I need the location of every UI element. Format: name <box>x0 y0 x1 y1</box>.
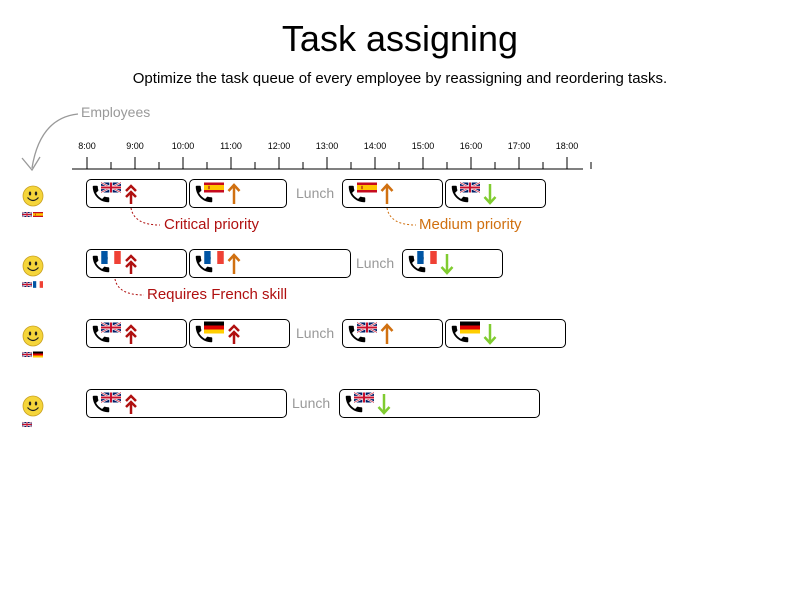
page-subtitle: Optimize the task queue of every employe… <box>132 70 668 87</box>
task-box[interactable] <box>445 179 546 208</box>
lunch-label: Lunch <box>292 395 331 411</box>
task-box[interactable] <box>189 319 290 348</box>
critical-priority-icon <box>124 323 138 350</box>
critical-priority-icon <box>227 323 241 350</box>
flag-de-icon <box>460 321 480 339</box>
medium-priority-callout: Medium priority <box>419 216 522 233</box>
time-tick-label: 9:00 <box>126 141 144 151</box>
time-tick-label: 16:00 <box>459 141 483 151</box>
skill-flag-gb-icon <box>21 415 33 433</box>
callout-lines <box>114 207 417 296</box>
task-box[interactable] <box>342 179 443 208</box>
smiley-icon <box>22 395 44 422</box>
task-box[interactable] <box>189 249 351 278</box>
lunch-label: Lunch <box>356 255 395 271</box>
low-priority-icon <box>483 323 497 350</box>
critical-priority-callout: Critical priority <box>164 216 260 233</box>
time-tick-label: 15:00 <box>411 141 435 151</box>
employees-arrow-head <box>21 156 41 172</box>
flag-gb-icon <box>100 321 122 339</box>
time-tick-label: 11:00 <box>220 141 242 151</box>
employees-arrow <box>31 113 79 169</box>
smiley-icon <box>22 255 44 282</box>
task-box[interactable] <box>86 249 187 278</box>
skill-flag-es-icon <box>33 205 43 223</box>
flag-gb-icon <box>353 391 375 409</box>
task-box[interactable] <box>86 389 287 418</box>
time-tick-label: 12:00 <box>267 141 291 151</box>
time-tick-label: 13:00 <box>315 141 339 151</box>
employee-avatar <box>20 325 48 365</box>
skill-flag-de-icon <box>33 345 43 363</box>
flag-gb-icon <box>100 181 122 199</box>
lunch-label: Lunch <box>296 185 335 201</box>
critical-priority-icon <box>124 253 138 280</box>
employees-label: Employees <box>81 104 151 120</box>
employee-avatar <box>20 185 48 225</box>
medium-priority-icon <box>227 253 241 280</box>
low-priority-icon <box>440 253 454 280</box>
page-title: Task assigning <box>281 18 519 59</box>
task-box[interactable] <box>339 389 540 418</box>
time-tick-label: 10:00 <box>171 141 195 151</box>
low-priority-icon <box>483 183 497 210</box>
flag-gb-icon <box>100 391 122 409</box>
time-tick-label: 17:00 <box>507 141 531 151</box>
smiley-icon <box>22 185 44 212</box>
flag-fr-icon <box>101 251 121 269</box>
flag-es-icon <box>204 181 224 199</box>
medium-priority-icon <box>227 183 241 210</box>
critical-callout-line <box>130 207 161 226</box>
medium-callout-line <box>386 207 417 226</box>
skill-flag-gb-icon <box>21 345 33 363</box>
french-callout-line <box>114 278 145 296</box>
time-tick-label: 18:00 <box>555 141 579 151</box>
french-skill-callout: Requires French skill <box>147 286 288 303</box>
task-box[interactable] <box>342 319 443 348</box>
flag-fr-icon <box>204 251 224 269</box>
task-box[interactable] <box>445 319 566 348</box>
time-tick-label: 8:00 <box>78 141 96 151</box>
smiley-icon <box>22 325 44 352</box>
flag-de-icon <box>204 321 224 339</box>
timeline-ticks <box>86 157 592 169</box>
skill-flag-fr-icon <box>33 275 43 293</box>
skill-flag-gb-icon <box>21 275 33 293</box>
task-box[interactable] <box>86 319 187 348</box>
flag-fr-icon <box>417 251 437 269</box>
flag-es-icon <box>357 181 377 199</box>
flag-gb-icon <box>356 321 378 339</box>
critical-priority-icon <box>124 393 138 420</box>
low-priority-icon <box>377 393 391 420</box>
time-tick-label: 14:00 <box>363 141 387 151</box>
task-box[interactable] <box>189 179 287 208</box>
medium-priority-icon <box>380 183 394 210</box>
task-box[interactable] <box>402 249 503 278</box>
skill-flag-gb-icon <box>21 205 33 223</box>
task-box[interactable] <box>86 179 187 208</box>
employee-avatar <box>20 255 48 295</box>
lunch-label: Lunch <box>296 325 335 341</box>
flag-gb-icon <box>459 181 481 199</box>
critical-priority-icon <box>124 183 138 210</box>
employee-avatar <box>20 395 48 435</box>
medium-priority-icon <box>380 323 394 350</box>
